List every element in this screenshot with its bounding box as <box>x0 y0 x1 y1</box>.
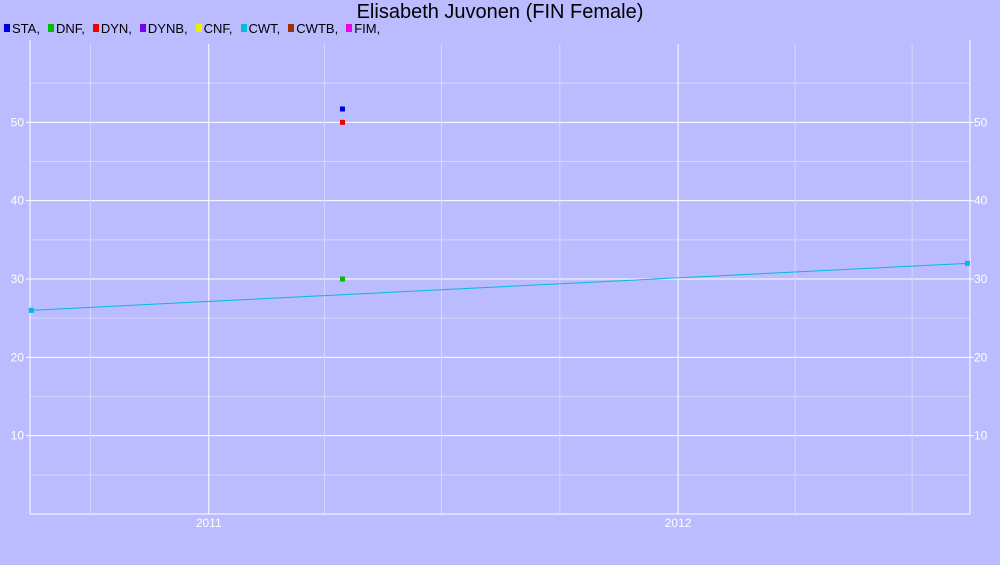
legend-swatch <box>4 24 10 32</box>
legend-swatch <box>195 24 202 32</box>
legend-label: CWTB, <box>296 20 339 36</box>
x-tick-label: 2011 <box>196 516 222 530</box>
data-point-dnf <box>339 276 345 282</box>
y-tick-label-right: 20 <box>974 350 988 364</box>
legend-swatch <box>92 24 99 32</box>
y-tick-label-left: 50 <box>11 115 25 129</box>
legend: STA, DNF, DYN, DYNB, CNF, CWT, CWTB, FIM, <box>4 20 388 36</box>
chart-title: Elisabeth Juvonen (FIN Female) <box>356 1 644 23</box>
y-tick-label-left: 20 <box>11 350 25 364</box>
y-tick-label-left: 40 <box>11 194 25 208</box>
legend-item: DNF, <box>47 20 85 36</box>
data-point-cwt <box>964 260 970 266</box>
legend-item: DYN, <box>92 20 132 36</box>
legend-swatch <box>346 24 353 32</box>
data-point-cwt <box>28 307 34 313</box>
legend-label: DNF, <box>55 20 85 36</box>
legend-label: CWT, <box>248 20 281 36</box>
series-line-cwt <box>31 262 968 311</box>
legend-swatch <box>47 24 54 32</box>
y-tick-label-right: 10 <box>974 429 988 443</box>
legend-item: CWT, <box>240 20 281 36</box>
legend-swatch <box>139 24 146 32</box>
x-tick-label: 2012 <box>665 516 692 530</box>
legend-item: CWTB, <box>288 21 338 36</box>
data-point-sta <box>339 106 345 112</box>
legend-label: FIM, <box>354 20 381 36</box>
legend-label: DYNB, <box>147 20 188 36</box>
legend-label: DYN, <box>100 20 132 36</box>
legend-item: STA, <box>4 21 40 36</box>
legend-label: STA, <box>12 20 40 36</box>
legend-label: CNF, <box>203 20 233 36</box>
y-tick-label-left: 10 <box>11 429 25 443</box>
y-tick-label-right: 40 <box>974 194 988 208</box>
legend-swatch <box>240 24 247 32</box>
legend-item: FIM, <box>346 21 380 36</box>
data-point-dyn <box>339 119 345 125</box>
legend-item: CNF, <box>195 20 233 36</box>
y-tick-label-left: 30 <box>11 272 25 286</box>
legend-item: DYNB, <box>139 20 188 36</box>
y-tick-label-right: 50 <box>974 115 988 129</box>
legend-swatch <box>288 24 295 32</box>
y-tick-label-right: 30 <box>974 272 988 286</box>
